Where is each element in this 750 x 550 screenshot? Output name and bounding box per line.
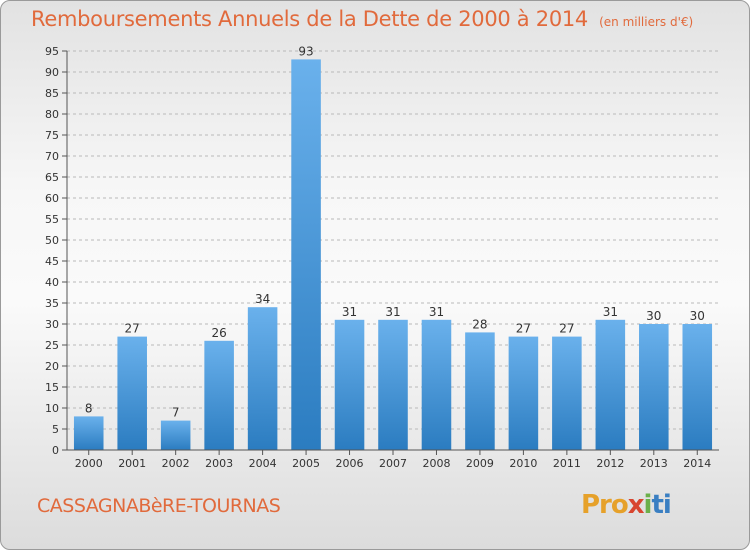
x-tick-label: 2014 (683, 457, 711, 470)
y-tick-label: 60 (45, 192, 59, 205)
x-tick-label: 2008 (422, 457, 450, 470)
y-tick-label: 70 (45, 150, 59, 163)
bar-value-label: 30 (646, 309, 661, 323)
y-tick-label: 85 (45, 87, 59, 100)
x-tick-label: 2004 (249, 457, 277, 470)
logo-part-1: Pro (581, 490, 629, 520)
y-tick-label: 65 (45, 171, 59, 184)
bar-2007 (378, 319, 408, 450)
chart-title: Remboursements Annuels de la Dette de 20… (31, 7, 693, 31)
y-tick-label: 55 (45, 213, 59, 226)
y-tick-label: 5 (52, 423, 59, 436)
proxiti-logo: Proxiti (581, 490, 672, 520)
bar-2006 (334, 319, 365, 450)
x-tick-label: 2012 (596, 457, 624, 470)
bar-2009 (465, 332, 495, 450)
bar-2005 (291, 59, 321, 451)
x-tick-label: 2005 (292, 457, 320, 470)
logo-part-3: i (643, 490, 653, 520)
x-tick-label: 2010 (509, 457, 537, 470)
bar-value-label: 31 (603, 305, 618, 319)
x-tick-label: 2001 (118, 457, 146, 470)
bar-value-label: 31 (429, 305, 444, 319)
bar-2001 (117, 336, 147, 450)
x-tick-label: 2000 (75, 457, 103, 470)
title-text: Remboursements Annuels de la Dette de 20… (31, 7, 588, 31)
title-unit: (en milliers d'€) (599, 15, 694, 29)
bar-2003 (204, 340, 234, 450)
bar-value-label: 30 (690, 309, 705, 323)
bar-2000 (73, 416, 104, 450)
y-tick-label: 35 (45, 297, 59, 310)
x-tick-label: 2011 (553, 457, 581, 470)
logo-part-2: x (627, 490, 645, 520)
bar-2004 (247, 307, 278, 450)
y-tick-label: 25 (45, 339, 59, 352)
bar-value-label: 27 (516, 322, 531, 336)
bar-value-label: 7 (172, 406, 180, 420)
bar-value-label: 28 (472, 317, 487, 331)
bar-2008 (421, 319, 452, 450)
bars: 8 27 7 26 34 93 31 31 31 28 27 27 31 30 30 (73, 44, 713, 451)
y-tick-label: 20 (45, 360, 59, 373)
y-tick-label: 0 (52, 444, 59, 457)
y-tick-label: 90 (45, 66, 59, 79)
y-tick-label: 40 (45, 276, 59, 289)
bar-2013 (639, 324, 669, 450)
bar-value-label: 34 (255, 292, 270, 306)
x-tick-label: 2002 (162, 457, 190, 470)
bar-value-label: 31 (342, 305, 357, 319)
y-tick-label: 95 (45, 45, 59, 58)
bar-value-label: 27 (125, 322, 140, 336)
y-tick-label: 15 (45, 381, 59, 394)
logo-part-4: ti (651, 490, 671, 520)
bar-2010 (508, 336, 539, 450)
axes: 0 5 10 15 20 25 30 35 40 45 50 55 60 65 70 75 80 85 90 95 20… (45, 45, 719, 470)
y-tick-label: 30 (45, 318, 59, 331)
x-tick-label: 2006 (336, 457, 364, 470)
bar-2011 (552, 336, 582, 450)
bar-2002 (160, 420, 191, 450)
x-tick-label: 2009 (466, 457, 494, 470)
y-tick-label: 45 (45, 255, 59, 268)
bar-value-label: 8 (85, 401, 93, 415)
commune-name: CASSAGNABèRE-TOURNAS (37, 495, 281, 517)
bar-2012 (595, 319, 626, 450)
bar-value-label: 26 (211, 326, 226, 340)
x-tick-label: 2007 (379, 457, 407, 470)
y-tick-label: 80 (45, 108, 59, 121)
x-tick-label: 2003 (205, 457, 233, 470)
bar-value-label: 27 (559, 322, 574, 336)
bar-value-label: 93 (298, 44, 313, 58)
bar-value-label: 31 (385, 305, 400, 319)
y-tick-label: 10 (45, 402, 59, 415)
bar-2014 (682, 324, 713, 450)
x-tick-label: 2013 (640, 457, 668, 470)
y-tick-label: 75 (45, 129, 59, 142)
y-tick-label: 50 (45, 234, 59, 247)
